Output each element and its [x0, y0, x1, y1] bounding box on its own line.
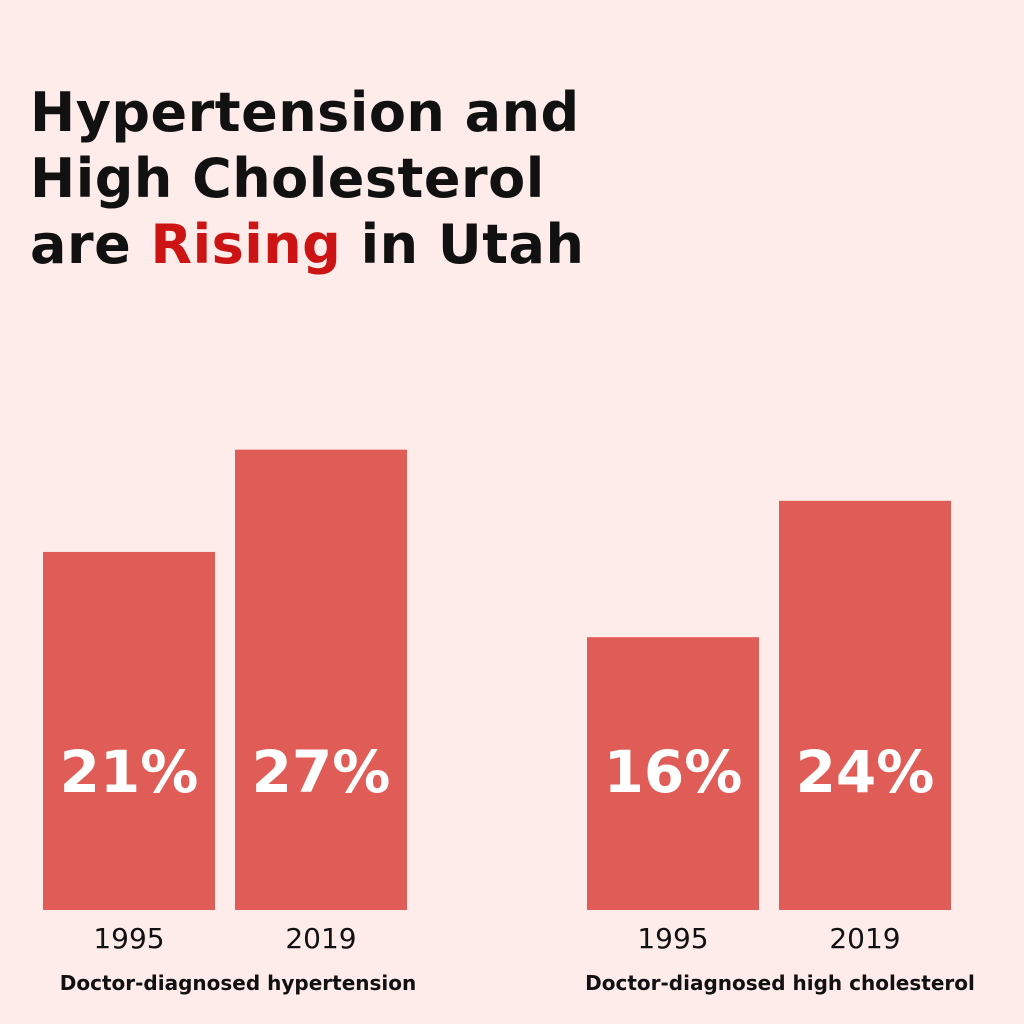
x-tick-label: 1995 — [637, 922, 708, 955]
bar-cholesterol-1995 — [587, 637, 759, 910]
value-label: 16% — [604, 738, 743, 806]
chart-title: Hypertension and High Cholesterol are Ri… — [30, 80, 584, 278]
group-label: Doctor-diagnosed high cholesterol — [585, 971, 975, 995]
group-label: Doctor-diagnosed hypertension — [60, 971, 417, 995]
title-line-3-start: are — [30, 213, 151, 276]
x-tick-label: 1995 — [93, 922, 164, 955]
bar-cholesterol-2019 — [779, 500, 951, 910]
value-label: 21% — [60, 738, 199, 806]
x-tick-label: 2019 — [829, 922, 900, 955]
bar-hypertension-2019 — [235, 449, 407, 910]
x-tick-label: 2019 — [285, 922, 356, 955]
bar-hypertension-1995 — [43, 551, 215, 910]
title-line-3: are Rising in Utah — [30, 212, 584, 278]
title-accent-word: Rising — [150, 213, 342, 276]
value-label: 24% — [796, 738, 935, 806]
title-line-2: High Cholesterol — [30, 147, 545, 210]
title-line-1: Hypertension and — [30, 81, 580, 144]
value-label: 27% — [252, 738, 391, 806]
title-line-3-end: in Utah — [341, 213, 585, 276]
